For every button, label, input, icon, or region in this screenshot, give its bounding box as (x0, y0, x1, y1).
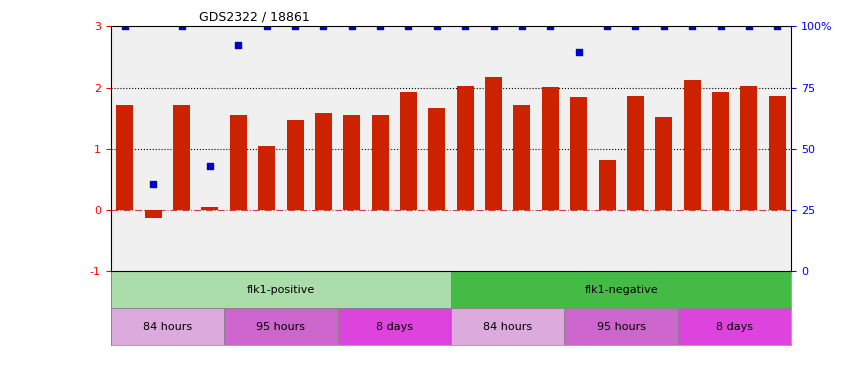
Bar (173, 105, 190, 210)
Point (742, 23, 756, 29)
Point (515, 23, 528, 29)
Bar (542, 87, 559, 210)
Point (657, 23, 671, 29)
Bar (224, 308, 338, 345)
Bar (111, 272, 451, 308)
Bar (768, 96, 785, 210)
Bar (230, 115, 247, 210)
Text: 84 hours: 84 hours (143, 322, 192, 332)
Point (572, 49, 585, 55)
Bar (451, 308, 564, 345)
Text: GDS2322 / 18861: GDS2322 / 18861 (199, 11, 310, 24)
Bar (258, 146, 275, 210)
Text: 95 hours: 95 hours (597, 322, 646, 332)
Point (685, 23, 699, 29)
Bar (655, 117, 672, 210)
Bar (428, 108, 445, 210)
Point (544, 23, 557, 29)
Text: 8 days: 8 days (376, 322, 413, 332)
Bar (117, 105, 134, 210)
Bar (111, 308, 224, 345)
Bar (145, 210, 162, 218)
Point (203, 163, 217, 169)
Bar (570, 97, 587, 210)
Text: flk1-negative: flk1-negative (585, 285, 658, 295)
Point (714, 23, 728, 29)
Bar (627, 96, 644, 210)
Bar (372, 115, 389, 210)
Point (430, 23, 443, 29)
Bar (338, 308, 451, 345)
Text: 95 hours: 95 hours (256, 322, 306, 332)
Bar (343, 115, 360, 210)
Bar (287, 120, 304, 210)
Point (260, 23, 273, 29)
Bar (712, 92, 729, 210)
Point (231, 42, 245, 48)
Bar (451, 272, 791, 308)
Bar (740, 86, 757, 210)
Text: 84 hours: 84 hours (483, 322, 533, 332)
Text: 8 days: 8 days (717, 322, 753, 332)
Point (459, 23, 472, 29)
Point (317, 23, 330, 29)
Bar (598, 160, 615, 210)
Point (345, 23, 358, 29)
Bar (513, 105, 530, 210)
Point (288, 23, 302, 29)
Bar (485, 77, 502, 210)
Text: flk1-positive: flk1-positive (247, 285, 315, 295)
Point (118, 23, 132, 29)
Point (374, 23, 387, 29)
Point (487, 23, 500, 29)
Bar (400, 92, 417, 210)
Point (770, 23, 784, 29)
Bar (457, 86, 474, 210)
Bar (202, 207, 219, 210)
Point (402, 23, 415, 29)
Point (146, 182, 160, 188)
Bar (315, 113, 332, 210)
Bar (683, 80, 700, 210)
Point (629, 23, 643, 29)
Point (174, 23, 188, 29)
Point (600, 23, 614, 29)
Bar (564, 308, 678, 345)
Bar (678, 308, 791, 345)
